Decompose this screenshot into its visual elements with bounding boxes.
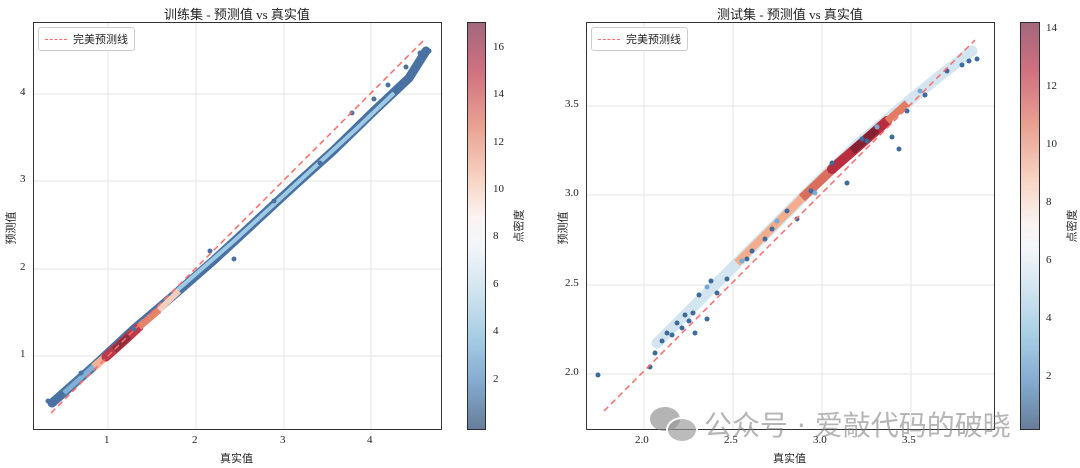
train-cbtick: 2 <box>493 373 499 385</box>
train-colorbar <box>467 22 486 430</box>
train-xlabel: 真实值 <box>220 453 253 465</box>
train-cbtick: 14 <box>493 88 504 100</box>
test-ytick: 3.0 <box>565 187 579 199</box>
train-panel: 训练集 - 预测值 vs 真实值 <box>5 7 526 465</box>
watermark: 公众号 · 爱敲代码的破晓 <box>650 404 1011 444</box>
train-legend-label: 完美预测线 <box>73 34 128 46</box>
test-xlabel: 真实值 <box>773 453 806 465</box>
train-cbtick: 8 <box>493 230 499 242</box>
test-cbtick: 8 <box>1046 196 1052 208</box>
test-cbtick: 14 <box>1046 22 1057 34</box>
test-title: 测试集 - 预测值 vs 真实值 <box>717 7 863 22</box>
train-legend: 完美预测线 <box>38 27 135 51</box>
test-reference-line <box>603 39 976 412</box>
test-cbtick: 6 <box>1046 254 1052 266</box>
train-reference-line <box>50 39 425 414</box>
train-axes: 完美预测线 <box>33 22 442 430</box>
test-colorbar <box>1020 22 1040 430</box>
train-cbtick: 4 <box>493 325 499 337</box>
test-cbtick: 12 <box>1046 80 1057 92</box>
test-cblabel: 点密度 <box>1066 209 1079 243</box>
train-xtick: 3 <box>280 434 286 446</box>
train-cbtick: 10 <box>493 183 504 195</box>
test-legend-label: 完美预测线 <box>626 34 681 46</box>
train-ytick: 2 <box>20 261 26 273</box>
test-xtick: 2.0 <box>635 434 649 446</box>
test-ylabel: 预测值 <box>557 211 570 245</box>
train-cbtick: 16 <box>493 41 504 53</box>
train-ytick: 4 <box>20 86 26 98</box>
test-legend: 完美预测线 <box>591 27 688 51</box>
train-cbtick: 6 <box>493 278 499 290</box>
train-xtick: 1 <box>104 434 110 446</box>
train-xtick: 2 <box>192 434 198 446</box>
train-ytick: 3 <box>20 173 26 185</box>
wechat-icon <box>650 407 698 443</box>
test-ytick: 2.5 <box>565 277 579 289</box>
test-ytick: 2.0 <box>565 366 579 378</box>
test-plot-area <box>587 23 994 429</box>
train-plot-area <box>34 23 441 429</box>
test-cbtick: 4 <box>1046 312 1052 324</box>
dashed-line-icon <box>45 38 67 40</box>
train-cblabel: 点密度 <box>513 209 526 243</box>
train-ylabel: 预测值 <box>5 211 18 245</box>
watermark-text: 公众号 · 爱敲代码的破晓 <box>704 409 1011 442</box>
test-cbtick: 2 <box>1046 370 1052 382</box>
test-ytick: 3.5 <box>565 98 579 110</box>
test-axes: 完美预测线 <box>586 22 995 430</box>
train-title: 训练集 - 预测值 vs 真实值 <box>164 7 310 22</box>
train-cbtick: 12 <box>493 136 504 148</box>
train-xtick: 4 <box>367 434 373 446</box>
dashed-line-icon <box>598 38 620 40</box>
train-ytick: 1 <box>20 348 26 360</box>
test-cbtick: 10 <box>1046 138 1057 150</box>
test-scatter <box>595 45 980 378</box>
